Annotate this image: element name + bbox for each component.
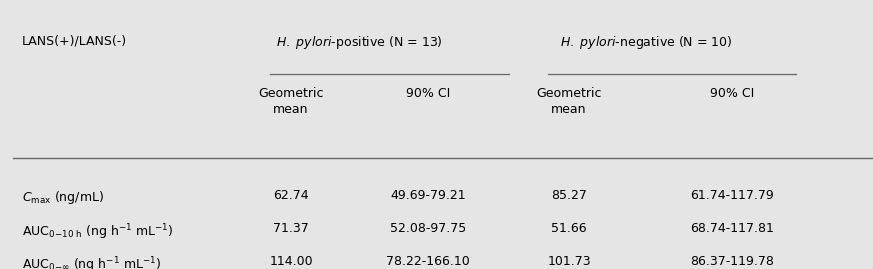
Text: 78.22-166.10: 78.22-166.10: [386, 255, 470, 268]
Text: 86.37-119.78: 86.37-119.78: [690, 255, 773, 268]
Text: 51.66: 51.66: [551, 222, 587, 235]
Text: Geometric
mean: Geometric mean: [536, 87, 601, 116]
Text: 61.74-117.79: 61.74-117.79: [690, 189, 773, 202]
Text: 62.74: 62.74: [273, 189, 309, 202]
Text: 114.00: 114.00: [269, 255, 313, 268]
Text: 71.37: 71.37: [273, 222, 309, 235]
Text: AUC$_{0\mathsf{-}\infty}$ (ng h$^{-1}$ mL$^{-1}$): AUC$_{0\mathsf{-}\infty}$ (ng h$^{-1}$ m…: [22, 255, 161, 269]
Text: 52.08-97.75: 52.08-97.75: [390, 222, 466, 235]
Text: 85.27: 85.27: [551, 189, 587, 202]
Text: LANS(+)/LANS(-): LANS(+)/LANS(-): [22, 34, 127, 47]
Text: AUC$_{0\mathsf{-}10\ \mathsf{h}}$ (ng h$^{-1}$ mL$^{-1}$): AUC$_{0\mathsf{-}10\ \mathsf{h}}$ (ng h$…: [22, 222, 173, 242]
Text: $\mathit{H.\ pylori}$-positive (N = 13): $\mathit{H.\ pylori}$-positive (N = 13): [276, 34, 443, 51]
Text: $C_{\rm max}$ (ng/mL): $C_{\rm max}$ (ng/mL): [22, 189, 104, 206]
Text: 101.73: 101.73: [547, 255, 591, 268]
Text: Geometric
mean: Geometric mean: [258, 87, 324, 116]
Text: 90% CI: 90% CI: [710, 87, 753, 100]
Text: 90% CI: 90% CI: [406, 87, 450, 100]
Text: $\mathit{H.\ pylori}$-negative (N = 10): $\mathit{H.\ pylori}$-negative (N = 10): [560, 34, 732, 51]
Text: 68.74-117.81: 68.74-117.81: [690, 222, 773, 235]
Text: 49.69-79.21: 49.69-79.21: [390, 189, 466, 202]
